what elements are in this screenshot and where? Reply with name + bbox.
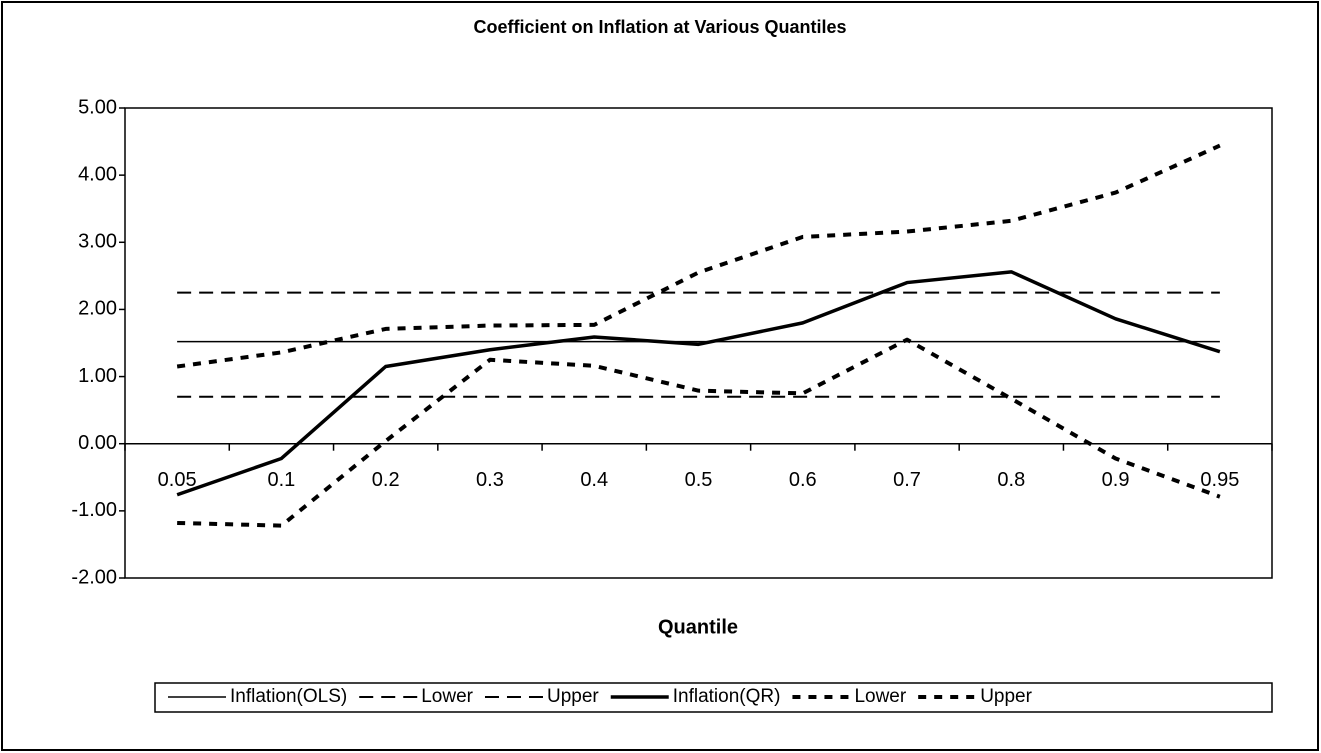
legend-label: Lower [854,686,906,707]
x-tick-label: 0.95 [1200,469,1239,491]
y-tick-label: 5.00 [78,96,117,118]
y-tick-label: 2.00 [78,298,117,320]
x-tick-label: 0.05 [158,469,197,491]
x-tick-label: 0.5 [685,469,713,491]
legend-label: Upper [980,686,1032,707]
y-tick-label: 4.00 [78,163,117,185]
y-tick-label: -2.00 [71,566,117,588]
legend-label: Inflation(OLS) [230,686,347,707]
y-tick-label: 0.00 [78,432,117,454]
y-tick-label: 1.00 [78,365,117,387]
legend-label: Inflation(QR) [673,686,781,707]
x-tick-label: 0.2 [372,469,400,491]
x-tick-label: 0.6 [789,469,817,491]
x-tick-label: 0.8 [997,469,1025,491]
x-axis-title: Quantile [658,616,738,638]
y-tick-label: -1.00 [71,499,117,521]
x-tick-label: 0.1 [268,469,296,491]
legend-box [154,682,1273,713]
x-tick-label: 0.9 [1102,469,1130,491]
legend-label: Lower [421,686,473,707]
legend-label: Upper [547,686,599,707]
series-line [176,270,1221,497]
y-tick-label: 3.00 [78,231,117,253]
series-line [176,143,1221,369]
x-tick-label: 0.3 [476,469,504,491]
series-line [177,337,1221,528]
chart-title: Coefficient on Inflation at Various Quan… [473,17,846,37]
x-tick-label: 0.4 [580,469,608,491]
x-tick-label: 0.7 [893,469,921,491]
plot-area [124,107,1273,579]
